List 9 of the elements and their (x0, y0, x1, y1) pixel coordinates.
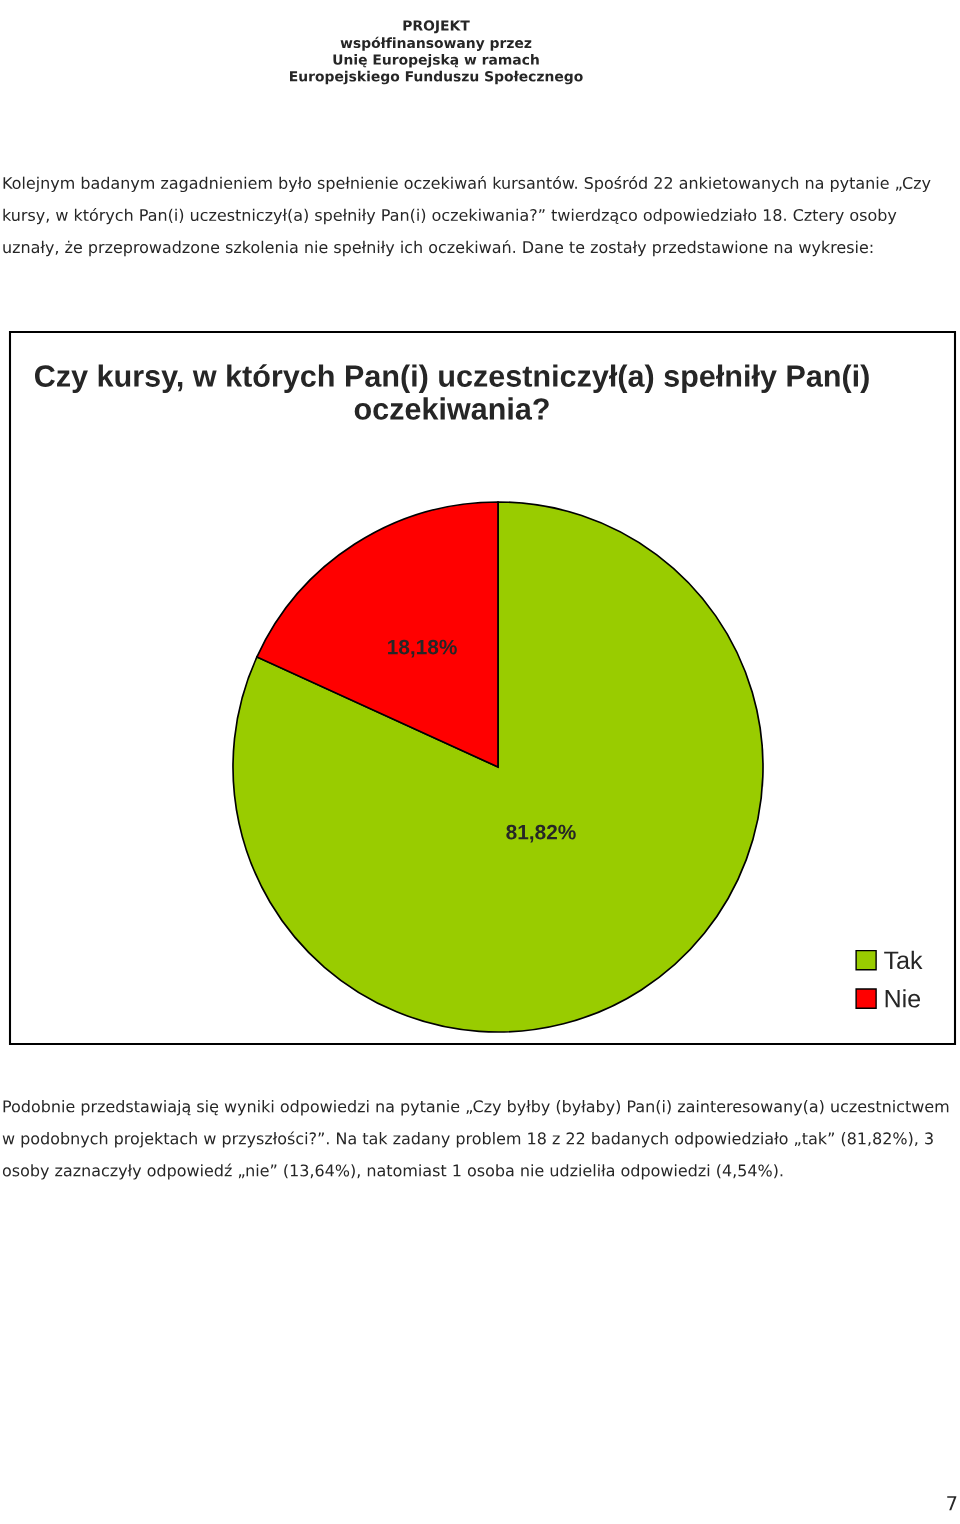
data-label: 18,18% (388, 639, 457, 658)
legend-label: Tak (884, 950, 923, 970)
legend-label: Nie (885, 989, 921, 1008)
chart-title: Czy kursy, w których Pan(i) uczestniczył(a) spełniły Pan(i) oczekiwania? (35, 364, 869, 420)
text: Kolejnym badanym zagadnieniem było spełnienie oczekiwań kursantów. Spośród 22 ankietowanych na pytanie „Czy kursy, w których Pan(i) uczestniczył(a) spełniły Pan(i) oczekiwania?” twierdząco odpowiedziało 18. Cztery osoby uznały, że przeprowadzone szkolenia nie spełniły ich oczekiwań. Dane te zostały przedstawione na wykresie: (3, 176, 931, 257)
text: PROJEKT współfinansowany przez Unię Europejską w ramach Europejskiego Funduszu Społecznego (290, 20, 583, 85)
text: Podobnie przedstawiają się wyniki odpowiedzi na pytanie „Czy byłby (byłaby) Pan(i) zainteresowany(a) uczestnictwem w podobnych projektach w przyszłości?”. Na tak zadany problem 18 z 22 badanych odpowiedziało „tak” (81,82%), 3 osoby zaznaczyły odpowiedź „nie” (13,64%), natomiast 1 osoba nie udzieliła odpowiedzi (4,54%). (2, 1100, 949, 1180)
data-label: 81,82% (506, 824, 576, 843)
text: 7 (947, 1496, 957, 1511)
